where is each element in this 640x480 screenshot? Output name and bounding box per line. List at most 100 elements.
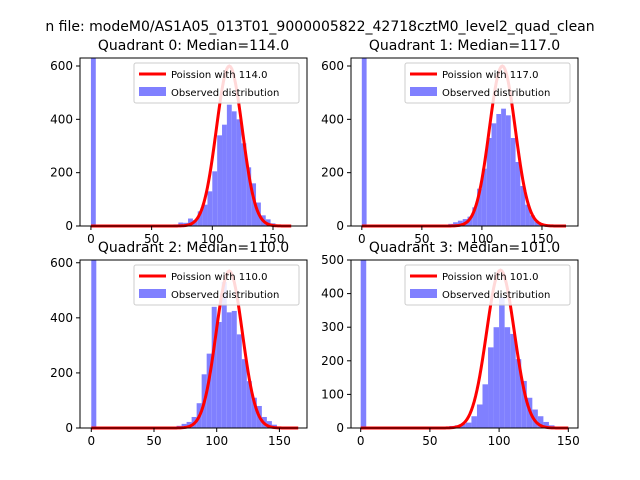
x-tick-label: 50 — [144, 232, 159, 246]
legend-curve-label: Poission with 110.0 — [171, 272, 267, 283]
y-tick-label: 0 — [65, 421, 73, 435]
histogram-bar — [472, 207, 478, 226]
y-tick-label: 200 — [321, 166, 344, 180]
histogram-bar — [496, 114, 502, 226]
legend-bars-swatch — [139, 87, 166, 96]
histogram-bar — [482, 384, 489, 428]
histogram-bar — [212, 171, 218, 226]
histogram-bar — [520, 186, 526, 226]
y-tick-label: 200 — [50, 166, 73, 180]
axes-frame — [350, 57, 579, 227]
histogram-bar — [236, 334, 242, 428]
histogram-bar — [206, 353, 212, 428]
y-tick-label: 600 — [321, 59, 344, 73]
legend: Poission with 101.0 Observed distribution — [404, 264, 571, 306]
legend: Poission with 114.0 Observed distribution — [133, 62, 300, 104]
y-tick-label: 200 — [321, 354, 344, 368]
histogram-bar — [216, 321, 222, 428]
histogram-bar — [91, 260, 97, 428]
legend-bars-label: Observed distribution — [442, 290, 550, 301]
legend-bars-swatch — [139, 289, 166, 298]
y-tick-label: 400 — [50, 311, 73, 325]
quadrant-3-title: Quadrant 3: Median=101.0 — [369, 240, 560, 256]
histogram-bar — [226, 104, 232, 226]
legend-box — [133, 264, 300, 306]
histogram-bar — [534, 222, 540, 226]
histogram-bar — [453, 222, 458, 226]
y-tick-label: 400 — [321, 112, 344, 126]
x-tick-label: 0 — [87, 434, 95, 448]
histogram-bar — [188, 218, 193, 226]
quadrant-2-title: Quadrant 2: Median=110.0 — [98, 240, 289, 256]
histogram-bar — [521, 380, 527, 428]
histogram-bar — [488, 347, 494, 428]
x-tick-label: 0 — [357, 434, 365, 448]
histogram-bar — [529, 215, 535, 226]
histogram-bar — [477, 188, 482, 226]
axes-frame — [79, 259, 308, 429]
y-tick-label: 200 — [50, 366, 73, 380]
legend-box — [133, 62, 300, 104]
histogram-bar — [211, 306, 217, 428]
quadrant-2-panel: 0 50 100 150 0 200 400 600 Poission with 110.0 Ob… — [50, 240, 308, 448]
histogram-bar — [543, 421, 549, 428]
y-tick-label: 400 — [321, 287, 344, 301]
y-tick-label: 0 — [336, 219, 344, 233]
legend-curve-label: Poission with 114.0 — [171, 70, 267, 81]
x-tick-label: 0 — [87, 232, 95, 246]
legend-bars-label: Observed distribution — [171, 290, 279, 301]
histogram-bar — [231, 111, 237, 226]
x-tick-label: 150 — [531, 232, 554, 246]
y-tick-label: 400 — [50, 112, 73, 126]
x-tick-label: 150 — [557, 434, 580, 448]
histogram-bar — [504, 327, 511, 428]
legend-bars-label: Observed distribution — [442, 88, 550, 99]
histogram-bar — [181, 423, 187, 428]
y-tick-label: 600 — [50, 256, 73, 270]
histogram-bar — [251, 183, 257, 226]
x-tick-label: 50 — [146, 434, 161, 448]
quadrant-2-plot-area: 0 50 100 150 0 200 400 600 Poission with 110.0 Ob… — [50, 256, 308, 448]
histogram-bar — [486, 138, 492, 226]
histogram-bar — [510, 333, 516, 428]
y-tick-label: 0 — [65, 219, 73, 233]
legend-box — [404, 62, 571, 104]
quadrant-1-panel: 0 50 100 150 0 200 400 600 Poission with 117.0 Ob… — [321, 38, 579, 246]
histogram-bar — [510, 138, 516, 226]
histogram-bar — [197, 211, 203, 226]
histogram-bar — [90, 58, 96, 226]
histogram-bar — [221, 282, 227, 428]
histogram-bar — [236, 119, 242, 226]
quadrant-3-panel: 0 50 100 150 0 100 200 300 400 500 Poission with 1… — [321, 240, 580, 448]
histogram-bar — [525, 204, 530, 226]
histogram-bar — [493, 327, 500, 428]
y-tick-label: 600 — [50, 59, 73, 73]
histogram-bar — [361, 58, 367, 226]
histogram-bar — [266, 421, 272, 428]
axes-frame — [79, 57, 308, 227]
histogram-bar — [467, 216, 473, 226]
legend-bars-label: Observed distribution — [171, 88, 279, 99]
histogram-bar — [222, 124, 227, 226]
histogram-bar — [515, 162, 521, 226]
histogram-bar — [499, 296, 505, 428]
y-tick-label: 0 — [336, 421, 344, 435]
histogram-bar — [537, 416, 544, 428]
histogram-bar — [192, 220, 198, 226]
x-tick-label: 100 — [205, 434, 228, 448]
histogram-bar — [178, 222, 184, 226]
legend: Poission with 110.0 Observed distribution — [133, 264, 300, 306]
histogram-bar — [465, 422, 472, 428]
y-tick-label: 500 — [321, 253, 344, 267]
histogram-bar — [457, 220, 463, 226]
x-tick-label: 150 — [268, 434, 291, 448]
histogram-bar — [207, 191, 213, 226]
legend-curve-label: Poission with 117.0 — [442, 70, 538, 81]
x-tick-label: 50 — [414, 232, 429, 246]
x-tick-label: 100 — [470, 232, 493, 246]
histogram-bar — [491, 123, 497, 226]
histogram-bar — [515, 359, 522, 428]
histogram-bar — [241, 143, 247, 226]
histogram-bar — [251, 397, 257, 428]
